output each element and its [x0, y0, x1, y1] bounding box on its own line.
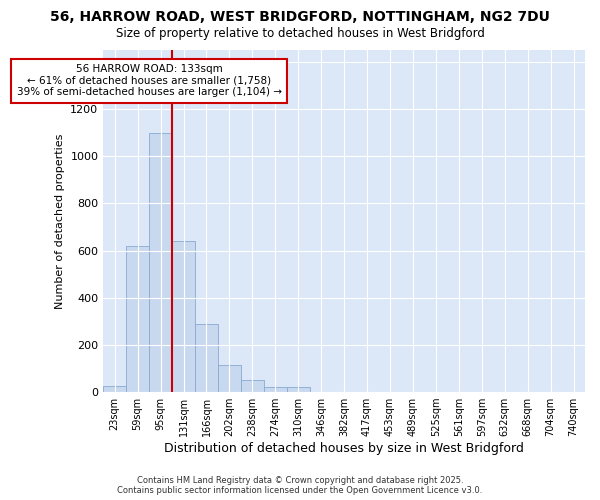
Text: 56 HARROW ROAD: 133sqm
← 61% of detached houses are smaller (1,758)
39% of semi-: 56 HARROW ROAD: 133sqm ← 61% of detached… [17, 64, 281, 98]
Y-axis label: Number of detached properties: Number of detached properties [55, 134, 65, 308]
Bar [103, 386, 126, 392]
Bar [149, 132, 172, 392]
Text: 56, HARROW ROAD, WEST BRIDGFORD, NOTTINGHAM, NG2 7DU: 56, HARROW ROAD, WEST BRIDGFORD, NOTTING… [50, 10, 550, 24]
Bar [218, 365, 241, 392]
Bar [126, 246, 149, 392]
Bar [241, 380, 264, 392]
Text: Contains HM Land Registry data © Crown copyright and database right 2025.
Contai: Contains HM Land Registry data © Crown c… [118, 476, 482, 495]
X-axis label: Distribution of detached houses by size in West Bridgford: Distribution of detached houses by size … [164, 442, 524, 455]
Text: Size of property relative to detached houses in West Bridgford: Size of property relative to detached ho… [116, 28, 484, 40]
Bar [287, 388, 310, 392]
Bar [195, 324, 218, 392]
Bar [264, 388, 287, 392]
Bar [172, 241, 195, 392]
